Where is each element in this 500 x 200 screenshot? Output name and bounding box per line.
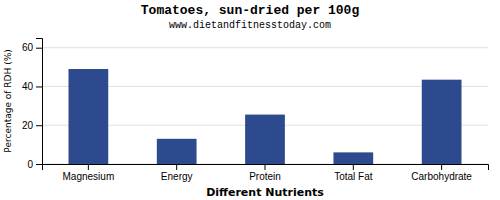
x-tick-mark [265,164,266,170]
x-tick-label: Carbohydrate [411,171,472,182]
x-tick-label: Total Fat [334,171,373,182]
x-tick-label: Magnesium [63,171,115,182]
y-tick: 0 [27,159,42,170]
y-tick: 40 [22,81,42,92]
x-tick: Carbohydrate [411,164,472,182]
x-tick: Energy [161,164,193,182]
grid [42,48,488,164]
title: Tomatoes, sun-dried per 100g [141,3,360,18]
x-tick-mark [353,164,354,170]
y-tick-mark [36,125,42,126]
y-tick-mark [36,48,42,49]
x-tick-mark [441,164,442,170]
x-tick-mark [176,164,177,170]
y-tick: 60 [22,42,42,53]
x-tick-mark [88,164,89,170]
y-tick-label: 60 [22,42,34,53]
subtitle: www.dietandfitnesstoday.com [169,20,331,31]
y-tick-label: 40 [22,81,34,92]
y-axis-line [36,39,43,165]
bar [68,69,108,164]
x-tick: Protein [249,164,281,182]
x-axis-line [43,165,489,171]
x-tick: Total Fat [334,164,373,182]
x-axis-title: Different Nutrients [206,186,324,199]
bar [422,80,462,164]
x-tick-label: Protein [249,171,281,182]
y-tick-label: 20 [22,120,34,131]
y-tick-mark [36,164,42,165]
bar [333,152,373,164]
y-axis-title: Percentage of RDH (%) [3,49,13,152]
x-axis: Magnesium Energy Protein Total Fat Carbohydr… [43,164,489,182]
x-tick-label: Energy [161,171,193,182]
grid-line [42,86,488,87]
y-tick-label: 0 [27,159,33,170]
y-axis: 0 20 40 60 [22,39,43,170]
bar [245,115,285,164]
plot-area: 0 20 40 60 Magnesium Energy Protein Total Fat Ca… [22,39,489,183]
bars [68,69,461,164]
y-tick-mark [36,86,42,87]
x-tick: Magnesium [63,164,115,182]
grid-line [42,47,488,48]
bar [157,139,197,164]
chart: Tomatoes, sun-dried per 100g www.dietandf… [0,0,500,200]
y-tick: 20 [22,120,42,131]
